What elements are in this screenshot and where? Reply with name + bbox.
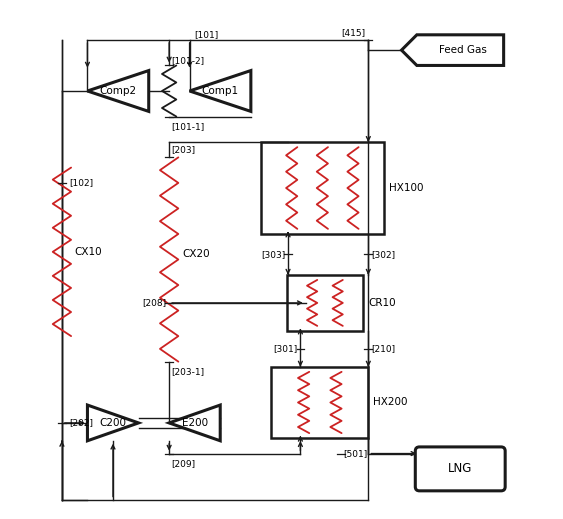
Polygon shape — [190, 71, 251, 112]
Polygon shape — [87, 405, 138, 441]
Text: CX10: CX10 — [75, 247, 102, 257]
Text: [203]: [203] — [172, 145, 196, 154]
Text: [209]: [209] — [172, 459, 196, 468]
Bar — [287, 275, 363, 331]
Text: [210]: [210] — [371, 345, 395, 353]
Bar — [271, 367, 368, 438]
Text: [101-1]: [101-1] — [172, 122, 205, 131]
Text: [101-2]: [101-2] — [172, 56, 205, 65]
Text: [303]: [303] — [261, 250, 285, 259]
Text: HX100: HX100 — [388, 183, 423, 193]
Text: [415]: [415] — [342, 28, 366, 37]
Polygon shape — [87, 71, 149, 112]
Text: Comp1: Comp1 — [202, 86, 239, 96]
FancyBboxPatch shape — [415, 447, 505, 491]
Text: [102]: [102] — [70, 179, 93, 187]
Text: HX200: HX200 — [373, 398, 408, 407]
Polygon shape — [401, 35, 504, 65]
Text: C200: C200 — [100, 418, 127, 428]
Text: [203-1]: [203-1] — [172, 367, 205, 376]
Text: Comp2: Comp2 — [100, 86, 137, 96]
Bar — [261, 142, 383, 234]
Text: [101]: [101] — [195, 30, 219, 39]
Text: [302]: [302] — [371, 250, 395, 259]
Text: CR10: CR10 — [368, 298, 396, 308]
Text: [501]: [501] — [343, 449, 368, 458]
Text: [202]: [202] — [70, 418, 93, 428]
Text: Feed Gas: Feed Gas — [439, 45, 487, 55]
Text: [301]: [301] — [274, 345, 298, 353]
Text: [208]: [208] — [142, 298, 167, 307]
Text: CX20: CX20 — [182, 250, 209, 260]
Polygon shape — [169, 405, 220, 441]
Text: LNG: LNG — [448, 462, 472, 475]
Text: E200: E200 — [182, 418, 208, 428]
